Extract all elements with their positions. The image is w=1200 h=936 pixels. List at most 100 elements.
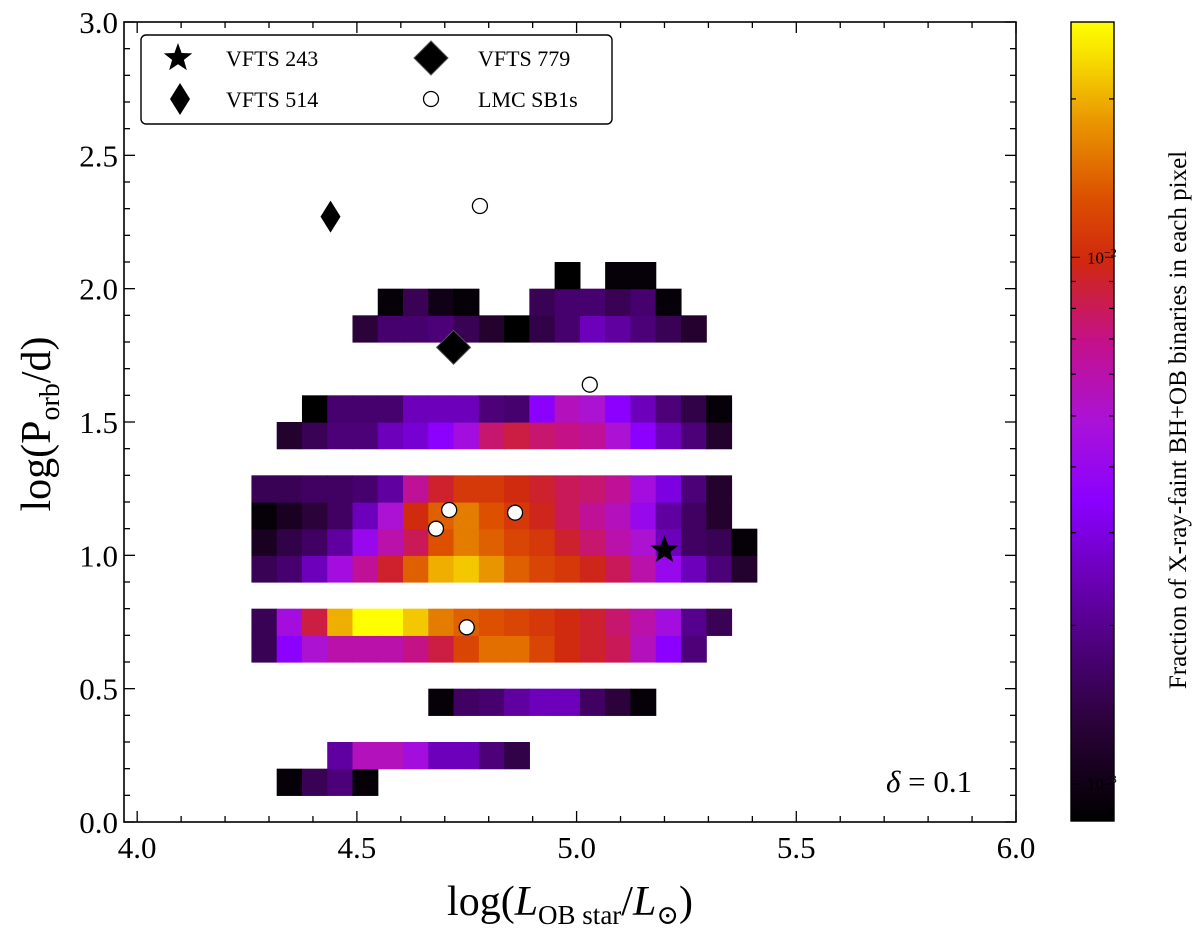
heatmap-cell: [605, 502, 632, 530]
heatmap-cell: [327, 475, 354, 503]
point-lmc-sb1s-marker: [581, 376, 598, 393]
heatmap-cell: [529, 608, 556, 636]
x-tick-label: 4.0: [118, 830, 157, 865]
heatmap-cell: [680, 555, 707, 583]
heatmap-cell: [327, 555, 354, 583]
heatmap-cell: [377, 315, 404, 343]
heatmap-cell: [377, 555, 404, 583]
heatmap-cell: [529, 475, 556, 503]
heatmap-cell: [655, 475, 682, 503]
heatmap-cell: [428, 608, 455, 636]
heatmap-cell: [680, 422, 707, 450]
heatmap-cell: [605, 422, 632, 450]
point-lmc-sb1s-marker: [441, 501, 458, 519]
heatmap-cell: [630, 502, 657, 530]
heatmap-cell: [706, 555, 733, 583]
heatmap-cell: [605, 288, 632, 316]
heatmap-cell: [554, 475, 581, 503]
legend-marker-vfts-243: [163, 43, 193, 71]
heatmap-cell: [706, 475, 733, 503]
heatmap-cell: [377, 395, 404, 423]
heatmap-cell: [630, 475, 657, 503]
heatmap-cell: [605, 528, 632, 556]
heatmap-cell: [276, 422, 303, 450]
heatmap-cell: [706, 608, 733, 636]
y-tick-label: 1.5: [79, 405, 118, 440]
y-tick-label: 0.5: [79, 672, 118, 707]
delta-symbol: δ: [886, 764, 901, 799]
heatmap-cell: [630, 262, 657, 290]
heatmap-cell: [579, 608, 606, 636]
heatmap-cell: [327, 742, 354, 770]
heatmap-cell: [504, 528, 530, 556]
heatmap-cell: [554, 608, 581, 636]
heatmap-cell: [630, 288, 657, 316]
x-axis-title-sun: ⊙: [656, 900, 679, 930]
legend-label-vfts779: VFTS 779: [478, 46, 570, 71]
heatmap-cell: [352, 315, 379, 343]
heatmap-cell: [529, 288, 556, 316]
heatmap-cell: [630, 608, 657, 636]
heatmap-cell: [453, 395, 480, 423]
heatmap-cell: [554, 555, 581, 583]
legend-label-lmcsb1s: LMC SB1s: [478, 87, 578, 112]
heatmap-cell: [504, 742, 530, 770]
y-axis-title: log(Porb/d): [14, 337, 66, 512]
heatmap-cell: [377, 635, 404, 663]
heatmap-cell: [529, 555, 556, 583]
heatmap-cell: [377, 422, 404, 450]
heatmap-cell: [504, 555, 530, 583]
heatmap-cell: [428, 395, 455, 423]
heatmap-cell: [554, 502, 581, 530]
heatmap-cell: [529, 502, 556, 530]
heatmap-cell: [301, 528, 328, 556]
point-vfts-514-marker: [320, 200, 341, 233]
heatmap-cell: [504, 608, 530, 636]
legend-marker-vfts-779: [413, 40, 449, 76]
heatmap-cell: [276, 475, 303, 503]
heatmap-cell: [731, 555, 758, 583]
heatmap-cell: [428, 475, 455, 503]
heatmap-cell: [605, 688, 632, 716]
heatmap-cell: [579, 528, 606, 556]
heatmap-cell: [453, 555, 480, 583]
legend-label-vfts514: VFTS 514: [226, 87, 318, 112]
heatmap-cell: [377, 475, 404, 503]
heatmap-cell: [276, 502, 303, 530]
heatmap-cell: [554, 288, 581, 316]
heatmap-cell: [655, 288, 682, 316]
heatmap-cell: [554, 688, 581, 716]
heatmap-cell: [478, 395, 505, 423]
heatmap-cell: [478, 635, 505, 663]
heatmap-cell: [403, 742, 429, 770]
heatmap-cell: [478, 555, 505, 583]
heatmap-cell: [630, 635, 657, 663]
heatmap-cell: [706, 502, 733, 530]
heatmap-cell: [706, 422, 733, 450]
y-tick-label: 1.0: [79, 538, 118, 573]
heatmap-cell: [605, 608, 632, 636]
heatmap-cell: [403, 608, 429, 636]
heatmap-cell: [478, 422, 505, 450]
heatmap-cell: [301, 475, 328, 503]
legend-markers: [163, 40, 449, 115]
heatmap-cell: [403, 555, 429, 583]
heatmap-cell: [352, 528, 379, 556]
y-axis-title-sub: orb: [35, 383, 66, 420]
heatmap-cell: [504, 635, 530, 663]
heatmap-cell: [377, 608, 404, 636]
heatmap-cell: [453, 688, 480, 716]
scatter-points: [320, 197, 679, 636]
heatmap-cell: [301, 635, 328, 663]
point-vfts-243-marker: [650, 535, 679, 563]
heatmap-cell: [403, 315, 429, 343]
heatmap-cell: [529, 635, 556, 663]
legend-marker-lmc-sb1s: [422, 90, 440, 108]
delta-value: = 0.1: [900, 764, 972, 799]
heatmap-cell: [301, 395, 328, 423]
heatmap-cell: [579, 555, 606, 583]
y-tick-label: 2.5: [79, 138, 118, 173]
heatmap-cell: [655, 315, 682, 343]
x-tick-label: 4.5: [338, 830, 377, 865]
